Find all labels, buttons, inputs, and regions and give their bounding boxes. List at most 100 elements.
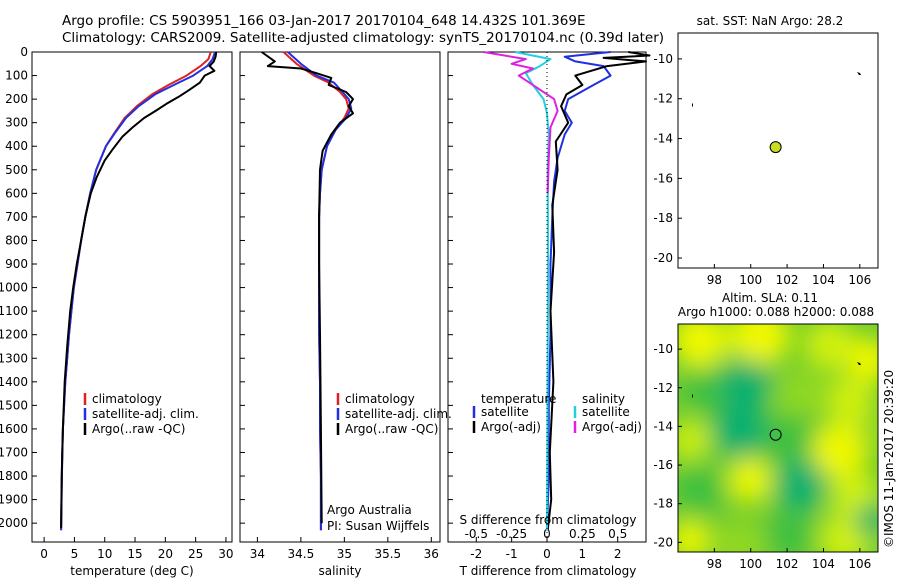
series-line-argo-raw-qc-: [261, 51, 354, 524]
sla-heatmap-cell: [678, 324, 728, 368]
sla-heatmap-cell: [804, 324, 856, 371]
sla-heatmap-blobs: [678, 324, 878, 552]
x2-tick-label: 0.5: [608, 527, 627, 541]
sla-heatmap-cell: [678, 520, 710, 552]
difference-xlabel: T difference from climatology: [459, 564, 637, 578]
salinity-axes-box: [239, 51, 441, 543]
x-tick-label: 36: [424, 547, 439, 561]
sla-heatmap-cell: [712, 402, 768, 458]
island-mark: [692, 394, 693, 398]
diff-legend-sargo: Argo(-adj): [582, 420, 642, 434]
map-y-tick-label: -18: [653, 497, 673, 511]
x-tick-label: -1: [506, 547, 518, 561]
sla-heatmap-cell: [857, 412, 878, 448]
sla-map-title-1: Altim. SLA: 0.11: [722, 291, 818, 305]
series-line-salinity-satellite: [515, 51, 552, 531]
y-tick-label: 1300: [0, 351, 28, 365]
x-tick-label: -2: [470, 547, 482, 561]
y-tick-label: 700: [5, 210, 28, 224]
sla-map-panel: Altim. SLA: 0.11 Argo h1000: 0.088 h2000…: [653, 291, 879, 571]
sla-map-ticks: 98 100 102 104 106 -10 -12 -14 -16 -18 -20: [653, 342, 871, 571]
island-mark: [692, 103, 693, 107]
series-line-salinity-argo-adj-: [483, 51, 559, 194]
y-tick-label: 1500: [0, 398, 28, 412]
temp-legend-sat: satellite-adj. clim.: [92, 407, 199, 421]
x-tick-label: 34: [250, 547, 265, 561]
map-y-tick-label: -16: [653, 171, 673, 185]
sla-heatmap-cell: [854, 504, 878, 536]
argo-position-marker: [769, 428, 782, 441]
y-tick-label: 1000: [0, 281, 28, 295]
map-x-tick-label: 98: [707, 557, 722, 571]
x-tick-label: 30: [218, 547, 233, 561]
series-line-temperature-argo-adj-: [546, 51, 651, 531]
x-tick-label: 0: [40, 547, 48, 561]
temp-legend-argo: Argo(..raw -QC): [92, 422, 185, 436]
y-tick-label: 600: [5, 186, 28, 200]
x-tick-label: 0: [543, 547, 551, 561]
y-tick-label: 200: [5, 92, 28, 106]
sla-heatmap-cell: [766, 511, 814, 552]
difference-ticks: -2 -1 0 1 2 -0.5 -0.25 0 0.25 0.5: [448, 51, 627, 561]
sal-legend-sat: satellite-adj. clim.: [345, 407, 452, 421]
sal-legend-argo: Argo(..raw -QC): [345, 422, 438, 436]
x-tick-label: 15: [127, 547, 142, 561]
sst-map-ticks: 98 100 102 104 106 -10 -12 -14 -16 -18 -20: [653, 52, 871, 287]
map-x-tick-label: 98: [707, 273, 722, 287]
sla-heatmap-cell: [848, 338, 878, 382]
salinity-annotation-1: Argo Australia: [327, 503, 412, 517]
salinity-ticks: 34 34.5 35 35.5 36: [240, 51, 439, 561]
island-mark: [857, 362, 861, 365]
map-y-tick-label: -10: [653, 52, 673, 66]
diff-legend-header-sal: salinity: [582, 392, 625, 406]
salinity-legend: climatology satellite-adj. clim. Argo(..…: [336, 392, 452, 436]
x-tick-label: 34.5: [288, 547, 315, 561]
map-y-tick-label: -12: [653, 381, 673, 395]
map-y-tick-label: -16: [653, 458, 673, 472]
difference-x2label: S difference from climatology: [460, 513, 637, 527]
sst-map-title: sat. SST: NaN Argo: 28.2: [697, 14, 844, 28]
temperature-series: [60, 51, 218, 531]
diff-legend-targo: Argo(-adj): [481, 420, 541, 434]
salinity-series: [261, 51, 354, 531]
map-y-tick-label: -14: [653, 132, 673, 146]
map-x-tick-label: 102: [776, 557, 799, 571]
y-tick-label: 1100: [0, 304, 28, 318]
temperature-profile-panel: 0 5 10 15 20 25 300100200300400500600700800900…: [0, 45, 234, 578]
diff-legend-tsat: satellite: [481, 405, 529, 419]
series-line-argo-raw-qc-: [60, 51, 218, 528]
map-x-tick-label: 100: [739, 273, 762, 287]
map-y-tick-label: -20: [653, 251, 673, 265]
map-y-tick-label: -20: [653, 535, 673, 549]
salinity-profile-panel: 34 34.5 35 35.5 36 salinity climatology sate…: [239, 51, 452, 578]
sst-map-marker-group: [769, 141, 782, 154]
header-line-1: Argo profile: CS 5903951_166 03-Jan-2017…: [62, 13, 585, 29]
y-tick-label: 100: [5, 69, 28, 83]
sla-heatmap-cell: [776, 371, 824, 419]
diff-legend-ssat: satellite: [582, 405, 630, 419]
x-tick-label: 1: [579, 547, 587, 561]
copyright-timestamp: ©IMOS 11-Jan-2017 20:39:20: [882, 370, 896, 548]
x-tick-label: 20: [158, 547, 173, 561]
sla-heatmap-cell: [719, 359, 771, 411]
map-y-tick-label: -12: [653, 92, 673, 106]
x2-tick-label: 0: [543, 527, 551, 541]
sla-heatmap-cell: [774, 459, 826, 511]
temperature-ticks: 0 5 10 15 20 25 300100200300400500600700800900…: [0, 45, 234, 561]
map-x-tick-label: 106: [848, 273, 871, 287]
map-x-tick-label: 100: [739, 557, 762, 571]
sla-heatmap-cell: [714, 519, 766, 552]
argo-position-marker: [769, 141, 782, 154]
difference-series: [483, 51, 651, 542]
y-tick-label: 900: [5, 257, 28, 271]
sla-heatmap-cell: [728, 458, 772, 502]
map-y-tick-label: -10: [653, 342, 673, 356]
sla-heatmap: [678, 324, 878, 552]
sla-heatmap-cell: [812, 422, 868, 478]
map-x-tick-label: 104: [812, 557, 835, 571]
series-line-temperature-satellite: [546, 51, 612, 531]
map-x-tick-label: 106: [848, 557, 871, 571]
x-tick-label: 10: [97, 547, 112, 561]
difference-profile-panel: -2 -1 0 1 2 -0.5 -0.25 0 0.25 0.5 S difference fr…: [447, 51, 651, 578]
y-tick-label: 800: [5, 233, 28, 247]
